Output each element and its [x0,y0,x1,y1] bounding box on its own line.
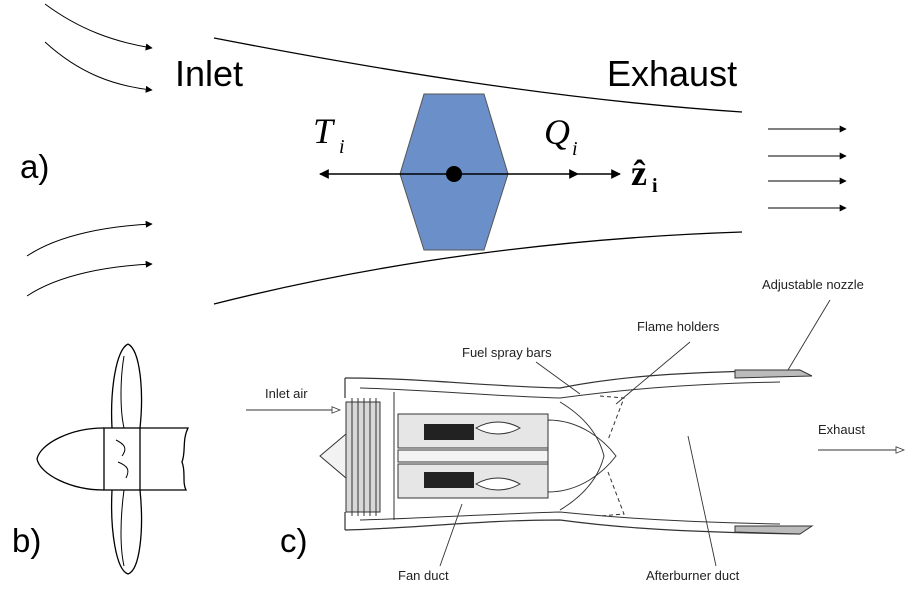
flame-holder-curve [559,401,605,511]
thrust-symbol: T [313,111,336,151]
adjustable-nozzle-top [734,369,813,379]
propeller-shaft [140,427,190,491]
propeller-spinner [36,427,105,491]
adjustable-nozzle-bottom [734,525,814,535]
inlet-flow-arrow-1 [44,3,153,51]
engine-inner-casing-bottom [359,511,781,525]
leader-flame-holders [615,341,691,405]
fan-stage [345,401,381,513]
flame-holder-upper [599,395,625,441]
fuel-spray-bars-label: Fuel spray bars [462,345,552,360]
center-point [446,166,462,182]
turbine-upper [474,421,522,435]
fan-duct-label: Fan duct [398,568,449,583]
turbine-lower [474,477,522,491]
leader-afterburner-duct [687,435,717,567]
engine-outer-casing-bottom [344,519,801,535]
fan-blades [351,392,395,520]
duct-upper-wall [213,37,743,113]
flame-holder-lower [599,471,625,517]
panel-c: c) Inlet air Fuel spray bars Flame holde… [246,277,904,583]
flame-holders-label: Flame holders [637,319,720,334]
afterburner-duct-label: Afterburner duct [646,568,740,583]
propeller-hub-twist [115,439,129,479]
torque-symbol: Q [544,112,570,152]
panel-c-label: c) [280,522,308,559]
propeller-blade [110,343,143,575]
combustor-lower [424,472,474,488]
combustor-upper [424,424,474,440]
leader-adjustable-nozzle [787,299,831,371]
panel-b: b) [12,343,190,575]
duct-lower-wall [213,231,743,305]
inlet-label: Inlet [175,53,243,94]
leader-fuel-spray-bars [535,361,581,395]
panel-a: a) Inlet Exhaust T i Q i ẑ i [20,3,847,305]
torque-subscript: i [572,138,578,160]
engine-shaft [397,449,549,463]
engine-tail-cone [547,419,617,493]
axis-subscript: i [652,175,658,197]
propeller-hub [103,427,141,491]
inlet-air-label: Inlet air [265,386,308,401]
engine-inner-casing-top [359,381,781,399]
inlet-flow-arrow-3 [26,220,153,257]
inlet-flow-arrow-4 [26,260,153,297]
engine-nose-cone [319,432,347,480]
exhaust-label: Exhaust [607,53,737,94]
propeller-blade-twist [120,355,125,567]
panel-a-label: a) [20,148,49,185]
axis-symbol: ẑ [631,153,647,193]
inlet-flow-arrow-2 [44,41,153,93]
engine-exhaust-label: Exhaust [818,422,865,437]
panel-b-label: b) [12,522,41,559]
engine-outer-casing-top [344,369,801,389]
leader-fan-duct [439,503,463,567]
thrust-subscript: i [339,136,345,158]
adjustable-nozzle-label: Adjustable nozzle [762,277,864,292]
